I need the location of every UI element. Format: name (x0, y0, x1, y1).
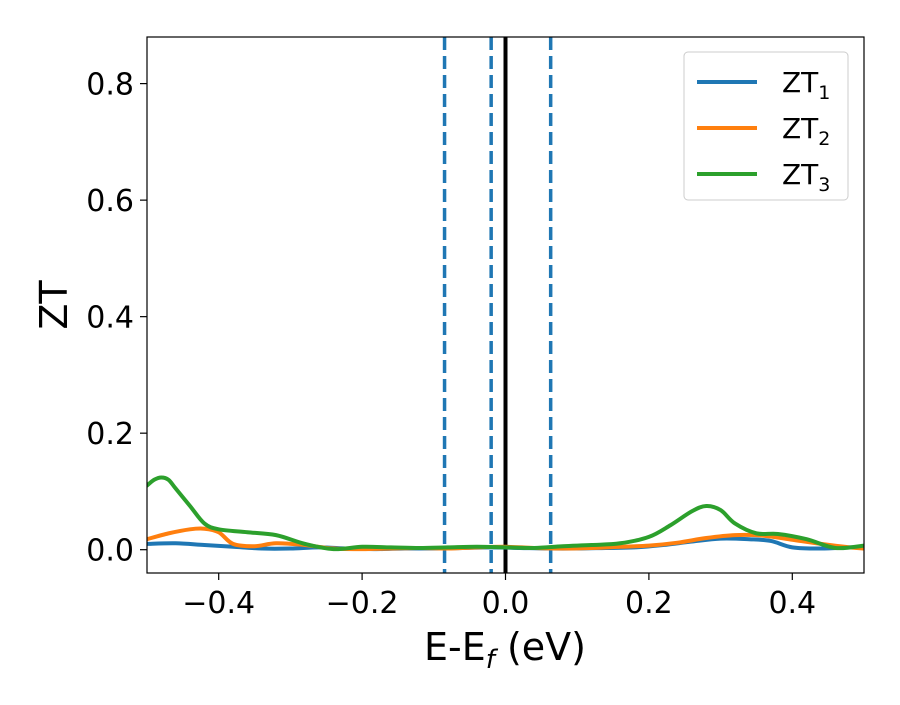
legend-label-zt2: ZT2 (782, 112, 830, 150)
legend-label-zt1: ZT1 (782, 66, 830, 104)
reference-lines (442, 37, 553, 573)
y-tick-label: 0.8 (86, 68, 134, 103)
x-axis-label-main: E-E (424, 625, 486, 669)
y-tick-label: 0.0 (86, 534, 134, 569)
legend-box (683, 51, 849, 201)
x-axis-ticks: −0.4 −0.2 0.0 0.2 0.4 (182, 573, 816, 621)
legend: ZT1 ZT2 ZT3 (683, 51, 849, 201)
legend-label-zt3: ZT3 (782, 158, 830, 196)
x-tick-label: 0.0 (482, 586, 530, 621)
x-tick-label: −0.2 (326, 586, 399, 621)
y-tick-label: 0.4 (86, 301, 134, 336)
x-tick-label: 0.4 (768, 586, 816, 621)
y-axis-label: ZT (32, 280, 76, 330)
y-axis-ticks: 0.0 0.2 0.4 0.6 0.8 (86, 68, 147, 569)
y-tick-label: 0.2 (86, 417, 134, 452)
series-lines (147, 475, 864, 552)
x-tick-label: 0.2 (625, 586, 673, 621)
series-line-zt3 (147, 475, 864, 552)
x-tick-label: −0.4 (182, 586, 255, 621)
x-axis-label: E-Ef (eV) (424, 625, 586, 675)
y-tick-label: 0.6 (86, 184, 134, 219)
x-axis-label-unit: (eV) (495, 625, 586, 669)
